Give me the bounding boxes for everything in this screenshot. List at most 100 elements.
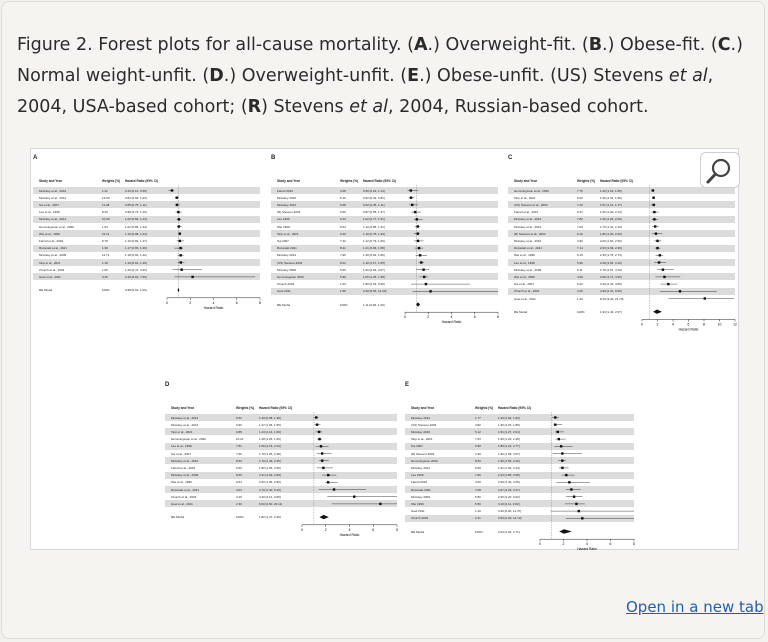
cell-study: Farrell 2010 xyxy=(277,188,294,193)
cell-hr: 0.62 [0.35, 1.11] xyxy=(363,202,385,207)
cell-hr: 0.43 [0.12, 0.59] xyxy=(125,188,147,193)
cell-hr: 2.90 [1.71, 4.93] xyxy=(600,274,622,279)
cell-study: McAuley et al., 2014 xyxy=(514,224,542,229)
cell-hr: 1.30 [1.00, 1.60] xyxy=(498,415,520,420)
cell-weight: 7.82 xyxy=(577,217,583,222)
cell-weight: 3.25 xyxy=(577,289,583,294)
caption-text: , 2004, USA-based cohort; ( xyxy=(17,66,714,117)
column-header-weight: Weights (%) xyxy=(236,406,255,410)
point-estimate xyxy=(415,218,419,221)
table-row: Rozanski 2021 7.68 2.67 [2.20, 3.47] xyxy=(405,486,634,493)
cell-weight: 7.42 xyxy=(577,202,583,207)
cell-study: Church et al., 2004 xyxy=(514,289,540,294)
caption-text: .) Normal weight-unfit. ( xyxy=(17,35,743,86)
cell-weight: 100% xyxy=(236,515,244,520)
cell-study: Wei et al., 1999 xyxy=(39,231,60,236)
cell-weight: 7.68 xyxy=(475,487,481,492)
cell-hr: 3.10 [2.11, 3.82] xyxy=(498,501,520,506)
cell-weight: 1.39 xyxy=(102,246,108,251)
table-row: Tarp et al., 2021 7.53 1.60 [1.32, 2.18] xyxy=(405,436,634,443)
cell-weight: 5.80 xyxy=(475,494,481,499)
cell-hr: 2.30 [1.76, 2.74] xyxy=(600,253,622,258)
forest-plot-figure[interactable]: A Study and Year Weights (%) Hazard Ratio (… xyxy=(30,148,739,551)
cell-weight: 8.41 xyxy=(340,246,346,251)
cell-hr: 2.21 [1.69, 2.89] xyxy=(259,473,281,478)
open-in-new-tab-link[interactable]: Open in a new tab xyxy=(626,598,764,616)
table-row: Goel 2011 1.40 3.30 [0.90, 11.37] xyxy=(405,508,634,515)
cell-weight: 6.11 xyxy=(577,267,583,272)
cell-study: (US) Stevens 2004 xyxy=(277,260,303,265)
cell-study: Rozanski et al., 2021 xyxy=(514,246,543,251)
cell-study: McAuley et al., 2009 xyxy=(39,253,67,258)
cell-weight: 100% xyxy=(577,309,585,314)
cell-hr: 1.11 [0.96, 1.30] xyxy=(363,302,385,307)
cell-hr: 1.21 [0.84, 1.58] xyxy=(363,246,385,251)
zoom-button[interactable] xyxy=(700,152,740,188)
magnifier-icon xyxy=(706,158,731,184)
forest-plot-area: 0 2 4 6 8 10 12 Hazard Ratio xyxy=(641,185,737,331)
table-row: McAuley et al., 2014 9.90 1.27 [1.06, 1.55… xyxy=(165,421,397,428)
cell-study: Hemmingsson et al., 2020 xyxy=(39,224,74,229)
point-estimate xyxy=(327,473,330,477)
table-row: McAuley et al., 2010 3.90 2.00 [1.60, 2.50… xyxy=(508,237,735,244)
point-estimate xyxy=(678,290,682,293)
cell-study: Tarp et al., 2021 xyxy=(514,195,536,200)
panel-label: C xyxy=(508,155,513,161)
caption-text: .) Overweight-unfit. ( xyxy=(223,66,408,86)
cell-weight: 1.63 xyxy=(102,224,108,229)
cell-hr: 1.02 [0.84, 1.23] xyxy=(125,217,147,222)
cell-hr: 1.90 [1.09, 3.57] xyxy=(498,451,520,456)
cell-hr: 0.87 [0.55, 1.37] xyxy=(363,210,385,215)
cell-weight: 6.22 xyxy=(577,282,583,287)
x-tick-label: 0 xyxy=(166,301,168,305)
table-row: McAuley et al., 2012 9.52 1.20 [0.98, 1.38… xyxy=(165,414,397,421)
cell-hr: 1.60 [1.26, 2.06] xyxy=(600,217,622,222)
point-estimate xyxy=(177,210,180,214)
x-tick-label: 2 xyxy=(325,528,327,532)
cell-study: Tarp et al., 2021 xyxy=(411,437,433,442)
point-estimate xyxy=(658,254,662,257)
table-row: Lee et al., 1999 8.40 0.98 [0.73, 1.26] xyxy=(33,209,260,216)
table-row: Farrell 2010 4.60 2.50 [1.40, 4.25] xyxy=(405,479,634,486)
cell-study: Hemmingsson 2020 xyxy=(411,458,438,463)
x-tick-label: 6 xyxy=(474,315,476,319)
point-estimate xyxy=(667,282,670,286)
point-estimate xyxy=(320,452,324,455)
cell-study: Lee et al., 1999 xyxy=(171,444,192,449)
x-tick-label: 6 xyxy=(610,542,612,546)
cell-weight: 6.37 xyxy=(577,210,583,215)
table-row: McAuley et al., 2012 7.82 1.60 [1.26, 2.06… xyxy=(508,215,735,223)
cell-weight: 6.09 xyxy=(475,465,481,470)
cell-weight: 8.60 xyxy=(236,473,242,478)
table-row: McAuley et al., 2009 8.60 2.21 [1.69, 2.89… xyxy=(165,471,397,479)
point-estimate xyxy=(180,268,183,271)
summary-row: RE Model 100% 0.98 [0.91, 1.06] xyxy=(33,287,260,294)
cell-hr: 6.60 [2.50, 20.11] xyxy=(259,501,283,506)
cell-study: RE Model xyxy=(277,302,291,307)
cell-weight: 6.68 xyxy=(340,202,346,207)
cell-weight: 5.12 xyxy=(475,429,481,434)
point-estimate xyxy=(577,509,580,513)
x-tick-label: 0 xyxy=(641,322,643,326)
cell-study: McAuley et al., 2010 xyxy=(514,238,542,243)
cell-study: Farrell et al., 2010 xyxy=(171,465,196,470)
panel-label: D xyxy=(165,382,170,388)
cell-hr: 1.50 [1.31, 1.65] xyxy=(600,195,622,200)
cell-hr: 2.70 [1.40, 5.40] xyxy=(259,487,281,492)
cell-weight: 7.66 xyxy=(475,473,481,478)
cell-study: RE Model xyxy=(39,288,53,293)
cell-hr: 2.20 [0.64, 7.59] xyxy=(125,274,147,279)
table-row: McAuley et al., 2009 12.71 1.18 [0.93, 1.4… xyxy=(33,252,260,259)
cell-study: (R) Stevens et al., 2004 xyxy=(514,231,546,236)
point-estimate xyxy=(417,246,421,250)
point-estimate xyxy=(317,430,321,434)
point-estimate xyxy=(554,423,557,426)
table-row: McAuley et al., 2014 7.69 1.70 [1.32, 2.19… xyxy=(508,223,735,230)
table-row: Church et al., 2004 1.05 1.26 [0.47, 3.00] xyxy=(33,266,260,273)
point-estimate xyxy=(420,261,423,264)
table-row: (US) Stevens 2004 8.22 1.40 [1.17, 1.65] xyxy=(271,259,498,266)
point-estimate xyxy=(653,210,656,214)
point-estimate xyxy=(178,239,181,243)
cell-hr: 1.19 [0.91, 1.49] xyxy=(125,260,147,265)
cell-weight: 10.09 xyxy=(102,217,110,222)
